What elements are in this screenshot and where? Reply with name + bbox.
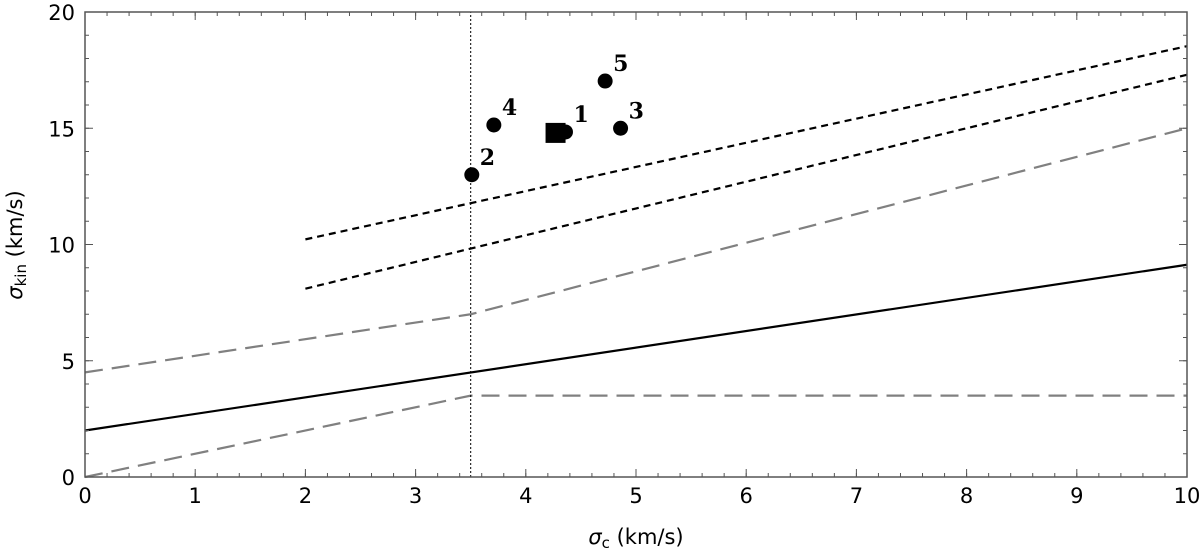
- x-tick-label: 8: [960, 484, 973, 508]
- x-tick-label: 6: [740, 484, 753, 508]
- x-tick-label: 3: [409, 484, 422, 508]
- x-tick-label: 10: [1174, 484, 1200, 508]
- x-tick-label: 0: [78, 484, 91, 508]
- point-marker: [597, 73, 613, 89]
- y-tick-label: 10: [48, 234, 75, 258]
- y-tick-label: 20: [48, 1, 75, 25]
- x-tick-label: 9: [1070, 484, 1083, 508]
- series-line-short-dash: [305, 45, 1188, 241]
- point-marker: [464, 167, 480, 183]
- x-tick-label: 7: [850, 484, 863, 508]
- y-tick-label: 5: [62, 350, 75, 374]
- point-label: 3: [629, 98, 644, 124]
- point-label: 1: [573, 102, 588, 128]
- series-lines: [84, 12, 1188, 479]
- data-points: 1 2 3 4 5: [464, 51, 644, 183]
- series-line-short-dash: [305, 73, 1188, 290]
- x-axis-label: σc (km/s): [588, 525, 683, 550]
- square-marker: [545, 122, 566, 143]
- x-tick-label: 1: [189, 484, 202, 508]
- y-axis-label: σkin (km/s): [3, 190, 30, 299]
- x-tick-label: 2: [299, 484, 312, 508]
- x-tick-label: 4: [519, 484, 532, 508]
- series-line-long-dash: [84, 394, 1187, 479]
- point-label: 2: [480, 145, 495, 171]
- x-tick-label: 5: [629, 484, 642, 508]
- point-label: 5: [613, 51, 628, 77]
- y-tick-label: 15: [48, 117, 75, 141]
- point-marker: [486, 117, 502, 133]
- point-marker: [613, 120, 629, 136]
- series-line-solid: [84, 263, 1188, 432]
- y-tick-label: 0: [62, 466, 75, 490]
- point-label: 4: [502, 95, 517, 121]
- series-line-long-dash: [84, 127, 1188, 374]
